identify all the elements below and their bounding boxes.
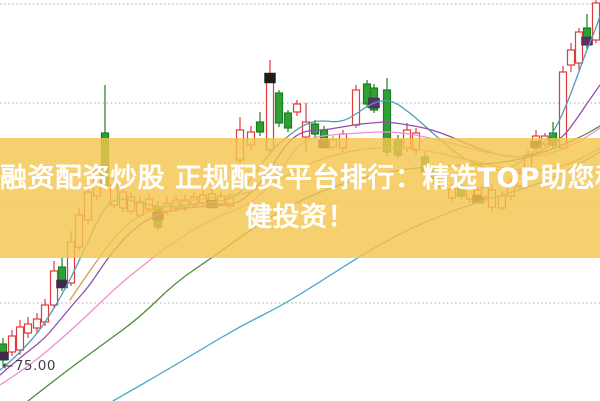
candle-body	[235, 129, 245, 161]
signal-marker	[264, 72, 276, 84]
candle-body	[506, 182, 516, 197]
candle-body	[456, 185, 466, 197]
candle-body	[574, 31, 584, 64]
ma-cyan-slow	[112, 151, 600, 401]
candle-body	[7, 335, 17, 353]
price-annotation: ←75.00	[2, 358, 56, 374]
candle-body	[497, 195, 507, 209]
candle-body	[246, 131, 256, 146]
candle-body	[480, 186, 490, 198]
candle-body	[382, 89, 392, 153]
ma-green	[27, 125, 600, 401]
candle-body	[92, 169, 102, 197]
candle-body	[429, 170, 439, 182]
candle-body	[255, 121, 265, 133]
candle-body	[310, 123, 320, 135]
candle-body	[23, 323, 33, 334]
candle-body	[15, 326, 25, 351]
price-annotation-value: 75.00	[14, 358, 56, 374]
candle-body	[438, 178, 448, 189]
candle-body	[100, 132, 110, 187]
candle-body	[351, 89, 361, 126]
candle-body	[328, 139, 338, 148]
candle-body	[420, 156, 430, 173]
ma-pink	[0, 127, 600, 386]
candle-body	[274, 92, 284, 124]
candle-body	[32, 318, 42, 329]
signal-marker	[0, 351, 9, 361]
candle-body	[338, 133, 348, 149]
candle-body	[126, 196, 136, 212]
candle-body	[292, 103, 302, 113]
candle-body	[515, 172, 525, 187]
candle-body	[265, 79, 275, 151]
signal-marker	[318, 139, 330, 149]
signal-marker	[581, 36, 593, 46]
candle-body	[566, 49, 576, 66]
candle-body	[83, 191, 93, 221]
candle-body	[301, 121, 311, 138]
candle-body	[74, 214, 84, 248]
candle-body	[118, 191, 128, 209]
signal-marker	[206, 199, 218, 209]
candle-body	[447, 188, 457, 199]
ma-purple	[0, 84, 600, 376]
left-arrow-icon: ←	[2, 358, 14, 374]
candle-body	[283, 112, 293, 129]
ma-orange	[69, 146, 600, 301]
